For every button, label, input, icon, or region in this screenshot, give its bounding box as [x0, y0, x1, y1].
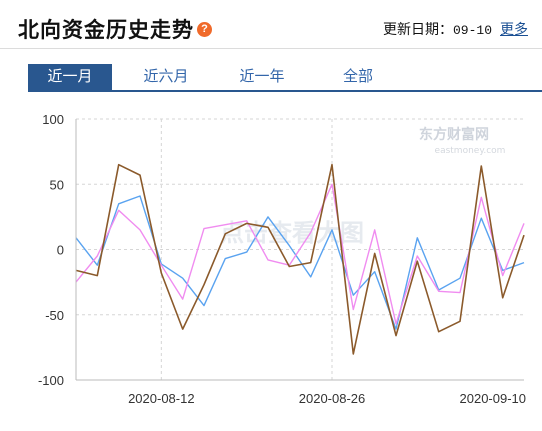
- x-tick-label: 2020-08-12: [128, 391, 195, 406]
- y-tick-label: 0: [57, 243, 64, 258]
- y-tick-label: -50: [45, 308, 64, 323]
- update-date: 09-10: [452, 23, 492, 38]
- watermark: 东方财富网 eastmoney.com 点击查看大图: [220, 126, 505, 247]
- y-axis: 100 50 0 -50 -100: [38, 112, 77, 388]
- y-tick-label: 50: [50, 177, 64, 192]
- series-line: [75, 195, 525, 330]
- line-chart: 东方财富网 eastmoney.com 点击查看大图 100 50 0 -50 -100…: [38, 112, 527, 406]
- tab-underline: [28, 90, 542, 92]
- tab-one-year[interactable]: 近一年: [239, 68, 285, 85]
- chart-grid: [76, 118, 524, 380]
- watermark-logo-text: 东方财富网: [419, 126, 489, 143]
- page-title: 北向资金历史走势: [18, 19, 194, 42]
- tab-all[interactable]: 全部: [342, 68, 373, 85]
- header-divider: [0, 48, 542, 49]
- x-tick-label: 2020-08-26: [299, 391, 366, 406]
- help-icon[interactable]: ?: [197, 22, 212, 37]
- series-layer: [75, 163, 525, 355]
- watermark-logo-sub: eastmoney.com: [435, 146, 506, 156]
- more-link[interactable]: 更多: [500, 21, 528, 37]
- tab-six-months[interactable]: 近六月: [143, 68, 189, 85]
- series-0: [75, 195, 525, 330]
- y-tick-label: 100: [42, 112, 64, 127]
- series-1: [75, 163, 525, 355]
- update-label: 更新日期：: [382, 21, 453, 37]
- series-line: [75, 183, 525, 325]
- chart-header: 北向资金历史走势 ? 更新日期：09-10 更多: [0, 0, 542, 48]
- update-info: 更新日期：09-10 更多: [383, 19, 528, 39]
- y-tick-label: -100: [38, 373, 64, 388]
- x-tick-label: 2020-09-10: [460, 391, 527, 406]
- x-axis: 2020-08-12 2020-08-26 2020-09-10: [76, 379, 527, 406]
- tab-one-month[interactable]: 近一月: [28, 64, 112, 90]
- series-line: [75, 163, 525, 355]
